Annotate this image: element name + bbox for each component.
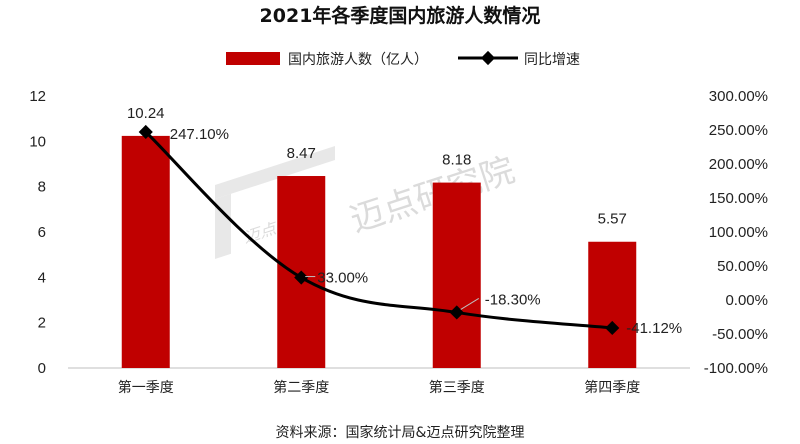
y-right-tick-label: 100.00% (709, 224, 768, 241)
bars (121, 135, 637, 368)
legend-bar-swatch (226, 52, 280, 65)
growth-line-marker (605, 320, 620, 336)
legend-line-marker (480, 50, 496, 66)
growth-value-label: -18.30% (485, 291, 541, 308)
y-right-tick-label: 300.00% (709, 88, 768, 105)
growth-line-marker (449, 305, 464, 320)
bar (121, 135, 170, 368)
legend: 国内旅游人数（亿人） 同比增速 (226, 50, 580, 68)
y-left-tick-label: 6 (38, 224, 46, 241)
growth-label-leader (460, 298, 480, 310)
y-right-tick-label: 150.00% (709, 190, 768, 207)
y-right-tick-label: 250.00% (709, 122, 768, 139)
bar (588, 241, 637, 368)
y-right-tick-label: -100.00% (704, 360, 768, 377)
x-category-label: 第二季度 (273, 379, 329, 396)
legend-bar-label: 国内旅游人数（亿人） (288, 52, 428, 68)
bar (432, 182, 481, 368)
x-category-label: 第四季度 (584, 379, 640, 396)
y-right-tick-label: -50.00% (712, 326, 768, 343)
y-right-tick-label: 200.00% (709, 156, 768, 173)
bar-value-label: 8.18 (442, 152, 471, 169)
y-right-tick-label: 50.00% (717, 258, 768, 275)
y-left-tick-label: 2 (38, 315, 46, 332)
y-left-tick-label: 0 (38, 360, 46, 377)
growth-value-label: 33.00% (317, 270, 368, 287)
bar-value-label: 10.24 (127, 105, 165, 122)
bar-value-label: 8.47 (287, 145, 316, 162)
y-left-tick-label: 4 (38, 269, 46, 286)
y-right-tick-label: 0.00% (725, 292, 768, 309)
legend-line-label: 同比增速 (524, 52, 580, 68)
y-left-tick-label: 8 (38, 179, 46, 196)
data-labels: 10.24 8.47 8.18 5.57 247.10% 33.00% -18.30% -41… (127, 105, 682, 337)
chart-title: 2021年各季度国内旅游人数情况 (260, 4, 541, 27)
axes: 0 2 4 6 8 10 12 -100.00% -50.00% 0.00% 50.00% 100.0… (29, 88, 768, 396)
y-left-tick-label: 10 (29, 133, 46, 150)
source-note: 资料来源：国家统计局&迈点研究院整理 (276, 424, 525, 441)
growth-line (138, 124, 620, 336)
watermark-text: 迈点研究院 (345, 150, 519, 241)
bar-value-label: 5.57 (598, 211, 627, 228)
growth-value-label: -41.12% (626, 320, 682, 337)
growth-value-label: 247.10% (170, 126, 229, 143)
x-category-label: 第一季度 (118, 379, 174, 396)
growth-line-path (144, 130, 613, 330)
growth-line-marker (294, 270, 309, 285)
y-left-tick-label: 12 (29, 88, 46, 105)
x-category-label: 第三季度 (429, 379, 485, 396)
